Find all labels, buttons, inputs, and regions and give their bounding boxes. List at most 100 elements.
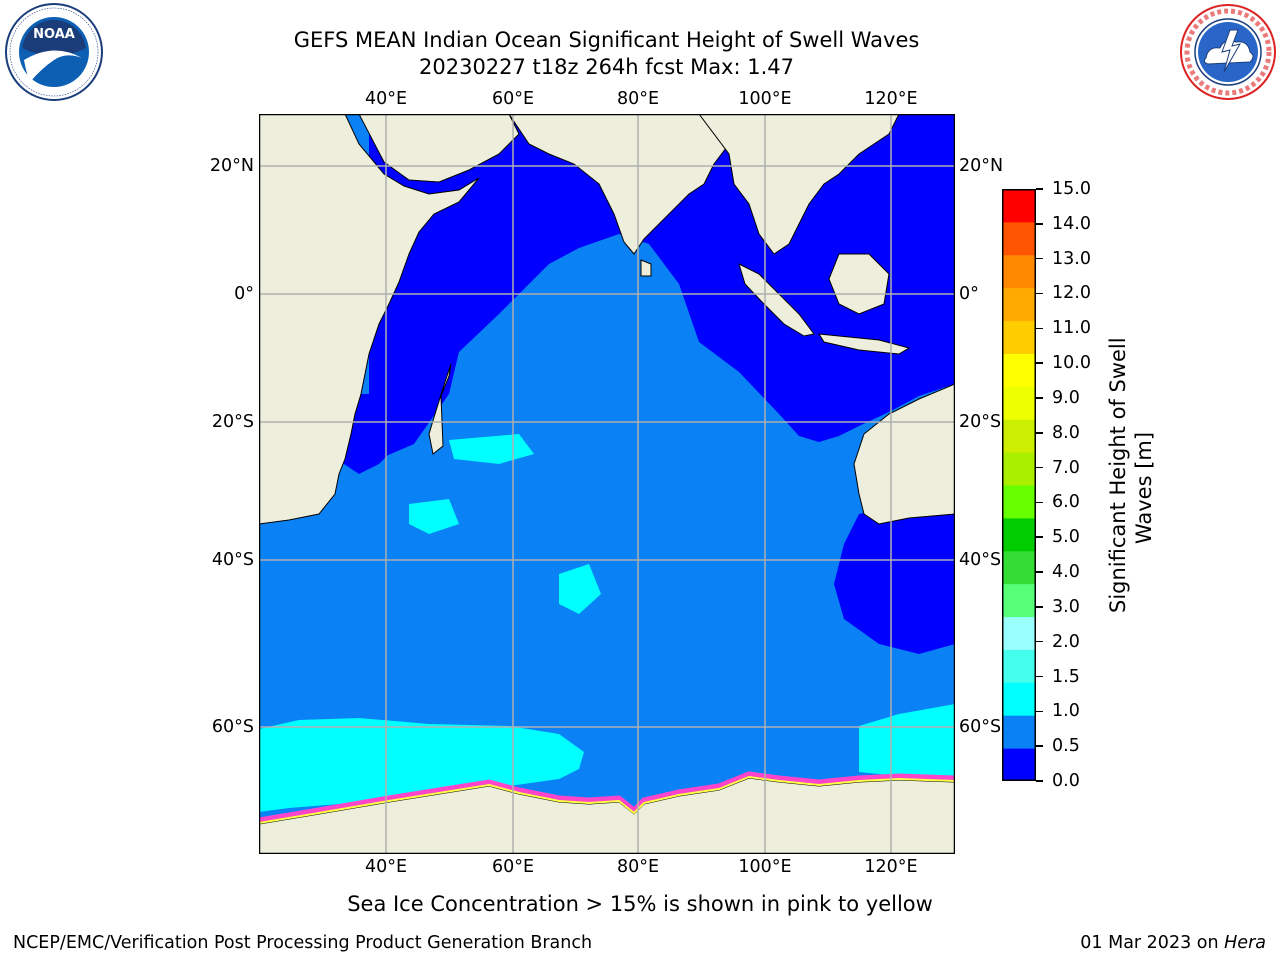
colorbar-segment (1002, 550, 1036, 585)
land-se-asia (698, 114, 900, 255)
colorbar-tick-mark (1036, 780, 1043, 782)
colorbar-tick-label: 11.0 (1052, 318, 1091, 339)
colorbar-border (1002, 189, 1036, 781)
colorbar-tick-label: 12.0 (1052, 283, 1091, 304)
lon-tick-top-40e: 40°E (364, 89, 408, 109)
chart-title: GEFS MEAN Indian Ocean Significant Heigh… (293, 28, 920, 52)
ocean-high-swell-south-west (259, 718, 584, 812)
colorbar-tick-label: 14.0 (1052, 213, 1091, 234)
land-sri-lanka (640, 259, 652, 277)
colorbar-label-line2: Waves [m] (1132, 431, 1156, 545)
map-svg (258, 113, 956, 855)
colorbar-segment (1002, 682, 1036, 716)
footer-date: 01 Mar 2023 on (1080, 933, 1225, 953)
lat-tick-left-20s: 20°S (211, 412, 254, 432)
colorbar-segment (1002, 616, 1036, 650)
colorbar-tick-label: 8.0 (1052, 422, 1080, 443)
colorbar-tick-mark (1036, 327, 1043, 330)
colorbar-tick-mark (1036, 640, 1043, 643)
colorbar-tick-label: 9.0 (1052, 387, 1080, 408)
colorbar-tick-mark (1036, 362, 1043, 364)
sea-ice-fringe (259, 771, 955, 823)
footer-credit: NCEP/EMC/Verification Post Processing Pr… (13, 933, 593, 953)
colorbar-tick-mark (1036, 745, 1043, 747)
colorbar-tick-label: 7.0 (1052, 457, 1080, 478)
colorbar-segment (1002, 715, 1036, 749)
land-india (508, 114, 730, 255)
colorbar-tick-mark (1036, 501, 1043, 504)
lon-tick-top-120e: 120°E (864, 89, 918, 109)
colorbar-label-line1: Significant Height of Swell (1106, 337, 1130, 613)
colorbar-svg (1002, 189, 1036, 782)
footer-host: Hera (1224, 933, 1266, 953)
footer-run-info: 01 Mar 2023 on Hera (1080, 933, 1266, 953)
colorbar-segment (1002, 287, 1036, 322)
colorbar-tick-mark (1036, 536, 1043, 538)
lon-tick-top-80e: 80°E (616, 89, 660, 109)
land-australia (853, 383, 955, 525)
lon-tick-bottom-120e: 120°E (864, 857, 918, 877)
colorbar-tick-label: 5.0 (1052, 527, 1080, 548)
ocean-high-swell-patch-2 (559, 564, 601, 614)
sea-ice-fringe-yellow (259, 775, 955, 824)
lat-tick-right-0: 0° (959, 284, 979, 304)
lat-tick-left-60s: 60°S (211, 717, 254, 737)
colorbar-tick-mark (1036, 571, 1043, 573)
colorbar (1002, 189, 1036, 782)
colorbar-tick-mark (1036, 292, 1043, 295)
colorbar-segment (1002, 353, 1036, 387)
colorbar-segment (1002, 485, 1036, 519)
lat-tick-right-40s: 40°S (959, 550, 1002, 570)
lon-tick-bottom-60e: 60°E (491, 857, 535, 877)
ocean-high-swell-patch-3 (409, 499, 459, 534)
colorbar-tick-label: 0.0 (1052, 771, 1080, 791)
colorbar-tick-mark (1036, 223, 1043, 225)
lon-tick-top-100e: 100°E (738, 89, 792, 109)
colorbar-tick-label: 1.0 (1052, 701, 1080, 722)
colorbar-segment (1002, 452, 1036, 486)
noaa-logo: NOAA (4, 2, 104, 102)
colorbar-tick-label: 10.0 (1052, 353, 1091, 374)
colorbar-segment (1002, 748, 1036, 782)
colorbar-tick-mark (1036, 675, 1043, 678)
colorbar-segment (1002, 254, 1036, 289)
lon-tick-top-60e: 60°E (491, 89, 535, 109)
chart-subtitle: 20230227 t18z 264h fcst Max: 1.47 (419, 55, 794, 79)
lon-tick-bottom-40e: 40°E (364, 857, 408, 877)
lat-tick-right-20n: 20°N (959, 156, 1004, 176)
land-borneo (828, 253, 890, 315)
colorbar-segment (1002, 386, 1036, 420)
lat-tick-right-60s: 60°S (959, 717, 1002, 737)
colorbar-tick-mark (1036, 710, 1043, 713)
noaa-logo-text: NOAA (33, 27, 75, 42)
colorbar-segment (1002, 320, 1036, 354)
lat-tick-left-20n: 20°N (209, 156, 254, 176)
colorbar-tick-label: 15.0 (1052, 179, 1091, 199)
lat-tick-left-0: 0° (234, 284, 254, 304)
colorbar-tick-mark (1036, 432, 1043, 434)
map-panel (258, 113, 956, 855)
colorbar-tick-label: 3.0 (1052, 596, 1080, 617)
lat-tick-right-20s: 20°S (959, 412, 1002, 432)
colorbar-tick-label: 1.5 (1052, 666, 1080, 687)
ocean-low-swell-southeast (834, 494, 955, 654)
colorbar-segment (1002, 517, 1036, 552)
nws-logo (1178, 2, 1278, 102)
lon-tick-bottom-80e: 80°E (616, 857, 660, 877)
colorbar-tick-mark (1036, 397, 1043, 399)
land-madagascar (428, 363, 452, 455)
colorbar-tick-mark (1036, 466, 1043, 469)
colorbar-segment (1002, 649, 1036, 683)
sea-ice-note: Sea Ice Concentration > 15% is shown in … (347, 892, 933, 916)
colorbar-segment (1002, 189, 1036, 223)
colorbar-tick-label: 6.0 (1052, 492, 1080, 513)
colorbar-tick-label: 13.0 (1052, 248, 1091, 269)
lat-tick-left-40s: 40°S (211, 550, 254, 570)
colorbar-segment (1002, 583, 1036, 618)
lon-tick-bottom-100e: 100°E (738, 857, 792, 877)
colorbar-segment (1002, 419, 1036, 453)
colorbar-tick-label: 0.5 (1052, 736, 1080, 757)
land-java (818, 333, 911, 355)
colorbar-tick-label: 4.0 (1052, 562, 1080, 583)
ocean-high-swell-south-east (859, 704, 955, 776)
